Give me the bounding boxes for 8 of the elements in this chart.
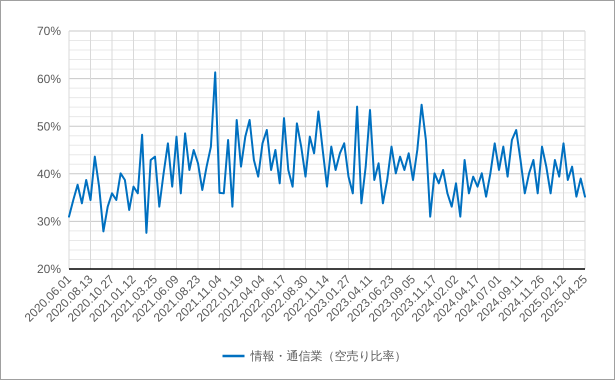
- y-tick-label: 70%: [36, 24, 62, 38]
- line-series: [68, 71, 586, 234]
- legend-label: 情報・通信業（空売り比率）: [250, 349, 406, 364]
- y-tick-label: 40%: [36, 167, 62, 181]
- y-tick-label: 20%: [36, 262, 62, 276]
- y-tick-label: 60%: [36, 72, 62, 86]
- y-tick-label: 50%: [36, 119, 62, 134]
- y-tick-label: 30%: [36, 214, 62, 229]
